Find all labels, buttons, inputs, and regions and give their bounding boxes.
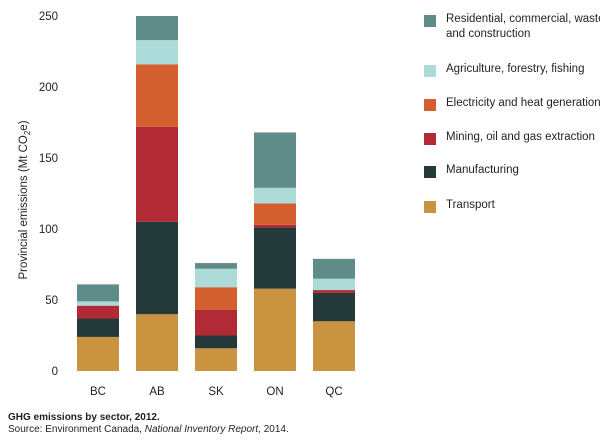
bar-segment: [195, 348, 237, 371]
bar-segment: [254, 227, 296, 289]
bar-segment: [254, 132, 296, 188]
bar-segment: [313, 292, 355, 322]
bar-segment: [136, 16, 178, 41]
bar-segment: [195, 263, 237, 269]
bar-segment: [313, 258, 355, 279]
legend-swatch: [424, 65, 436, 77]
bar-segment: [254, 224, 296, 228]
legend-item: Mining, oil and gas extraction: [424, 130, 600, 145]
y-tick-label: 0: [52, 366, 58, 378]
legend-label: Transport: [446, 199, 495, 211]
legend-item: Transport: [424, 198, 600, 213]
legend-item: Manufacturing: [424, 163, 600, 178]
legend-item: Residential, commercial, waste and const…: [424, 12, 600, 42]
bar-segment: [313, 290, 355, 293]
bar-segment: [313, 278, 355, 291]
bar-segment: [136, 221, 178, 315]
y-axis-title: Provincial emissions (Mt CO2e): [18, 120, 32, 279]
x-tick-label: QC: [325, 386, 342, 398]
caption-title: GHG emissions by sector, 2012.: [8, 412, 160, 423]
y-tick-label: 200: [39, 82, 58, 94]
bar-segment: [254, 288, 296, 371]
bar-segment: [77, 284, 119, 302]
y-tick-label: 150: [39, 153, 58, 165]
bar-segment: [77, 305, 119, 319]
bar-segment: [195, 268, 237, 288]
y-tick-label: 50: [45, 295, 58, 307]
bar-segment: [136, 40, 178, 65]
legend-swatch: [424, 133, 436, 145]
bar-segment: [136, 64, 178, 127]
legend-label: Agriculture, forestry, fishing: [446, 63, 585, 75]
x-tick-label: AB: [149, 386, 165, 398]
legend-swatch: [424, 99, 436, 111]
legend-swatch: [424, 15, 436, 27]
x-tick-label: BC: [90, 386, 106, 398]
bar-segment: [77, 336, 119, 371]
x-axis-ticks: BC AB SK ON QC: [90, 386, 343, 398]
bar-segment: [77, 318, 119, 337]
bar-segment: [195, 335, 237, 349]
bar-segment: [136, 126, 178, 222]
legend-label: Residential, commercial, waste and const…: [446, 13, 600, 40]
x-tick-label: ON: [266, 386, 283, 398]
caption-source: Source: Environment Canada, National Inv…: [8, 424, 289, 435]
legend-swatch: [424, 166, 436, 178]
bar-segment: [77, 301, 119, 306]
figure-caption: GHG emissions by sector, 2012. Source: E…: [8, 412, 289, 436]
y-tick-label: 250: [39, 11, 58, 23]
bar-segment: [254, 203, 296, 225]
bar-segment: [254, 187, 296, 204]
bar-segment: [195, 287, 237, 310]
legend-label: Manufacturing: [446, 164, 519, 176]
legend-label: Mining, oil and gas extraction: [446, 131, 595, 143]
y-axis-ticks: 0 50 100 150 200 250: [39, 11, 58, 378]
bar-segment: [136, 314, 178, 371]
bar-segment: [313, 321, 355, 371]
bar-segment: [195, 309, 237, 336]
legend-swatch: [424, 201, 436, 213]
legend-item: Agriculture, forestry, fishing: [424, 62, 600, 77]
legend-item: Electricity and heat generation: [424, 96, 600, 111]
x-tick-label: SK: [208, 386, 224, 398]
y-tick-label: 100: [39, 224, 58, 236]
bars: [77, 16, 355, 371]
legend-label: Electricity and heat generation: [446, 97, 600, 109]
